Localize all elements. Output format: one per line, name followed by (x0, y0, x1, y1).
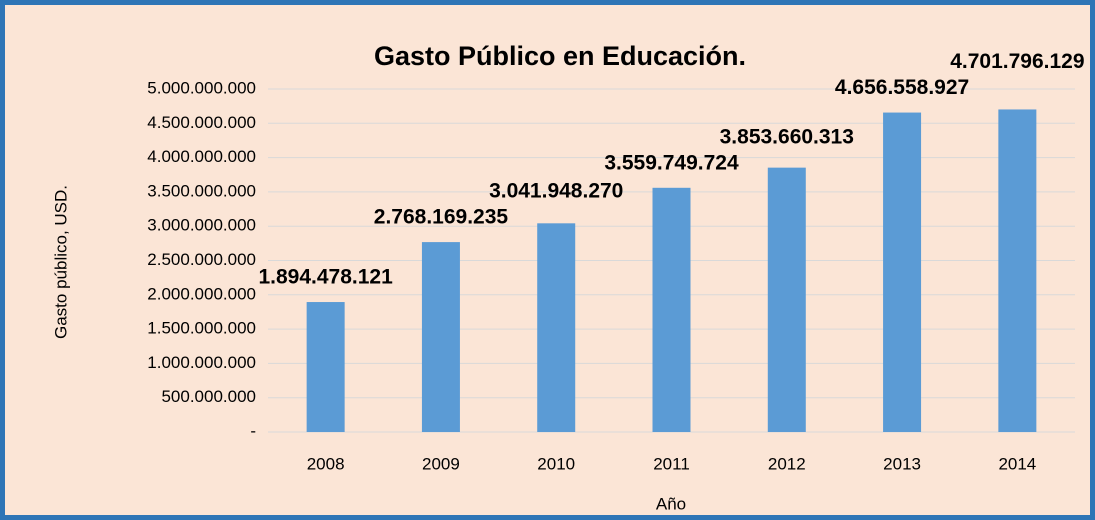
value-label: 2.768.169.235 (374, 206, 509, 229)
bar (883, 112, 922, 432)
y-tick-label: - (250, 421, 256, 440)
x-tick-label: 2011 (653, 454, 690, 473)
y-tick-label: 2.000.000.000 (147, 284, 256, 303)
y-tick-label: 4.500.000.000 (147, 113, 256, 132)
x-tick-label: 2014 (998, 454, 1036, 473)
y-tick-label: 4.000.000.000 (147, 147, 256, 166)
y-tick-label: 3.500.000.000 (147, 181, 256, 200)
x-tick-label: 2009 (422, 454, 460, 473)
y-axis-label: Gasto público, USD. (51, 185, 70, 339)
bar (652, 187, 691, 432)
bar (306, 302, 345, 432)
y-tick-label: 2.500.000.000 (147, 250, 256, 269)
x-tick-label: 2013 (883, 454, 921, 473)
x-axis-label: Año (656, 494, 686, 513)
value-label: 3.559.749.724 (604, 151, 739, 174)
y-tick-label: 3.000.000.000 (147, 216, 256, 235)
x-tick-label: 2012 (768, 454, 806, 473)
value-label: 4.656.558.927 (835, 76, 969, 99)
value-label: 3.041.948.270 (489, 180, 623, 203)
value-label: 4.701.796.129 (950, 50, 1084, 73)
bar (998, 109, 1037, 432)
x-tick-label: 2010 (537, 454, 575, 473)
chart-title: Gasto Público en Educación. (374, 41, 746, 71)
y-tick-label: 1.000.000.000 (147, 353, 256, 372)
y-tick-label: 5.000.000.000 (147, 78, 256, 97)
x-tick-label: 2008 (307, 454, 345, 473)
bar (421, 242, 460, 432)
value-label: 1.894.478.121 (258, 266, 393, 289)
y-tick-label: 1.500.000.000 (147, 319, 256, 338)
value-label: 3.853.660.313 (720, 125, 854, 148)
bar (537, 223, 576, 432)
bar (767, 167, 806, 432)
y-tick-label: 500.000.000 (161, 387, 256, 406)
